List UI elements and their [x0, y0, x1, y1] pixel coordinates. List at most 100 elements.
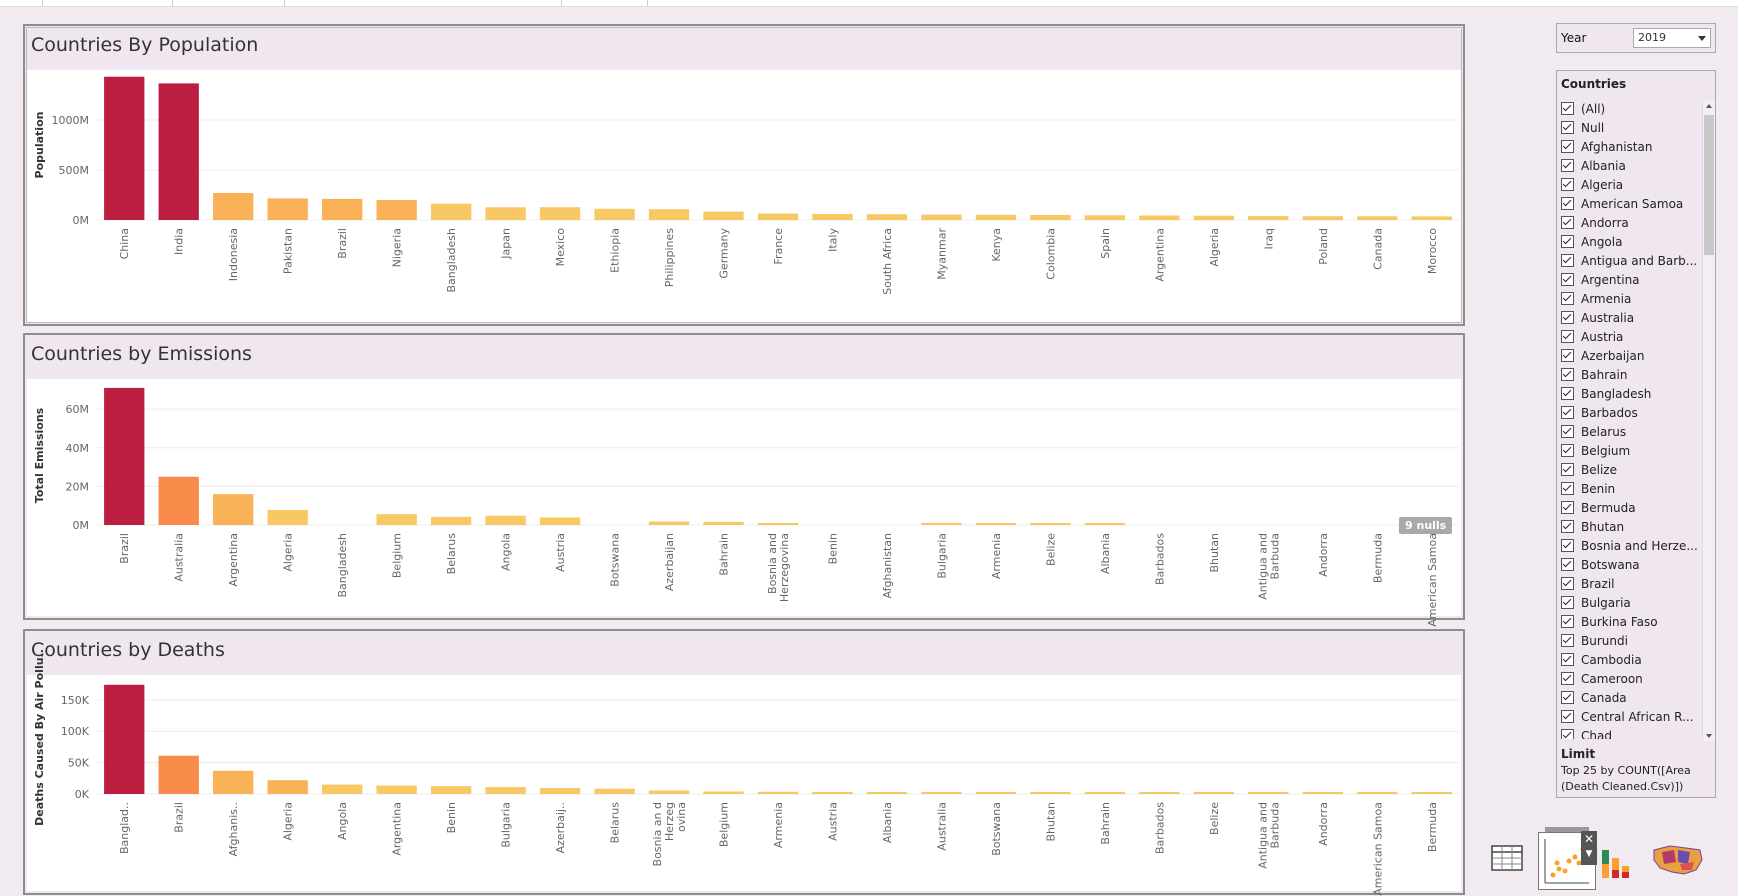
nulls-indicator[interactable]: 9 nulls — [1399, 517, 1453, 534]
checkbox-checked-icon[interactable] — [1561, 596, 1574, 609]
country-checkbox-item[interactable]: Belgium — [1561, 441, 1701, 460]
country-checkbox-item[interactable]: Burkina Faso — [1561, 612, 1701, 631]
checkbox-checked-icon[interactable] — [1561, 577, 1574, 590]
checkbox-checked-icon[interactable] — [1561, 368, 1574, 381]
bar[interactable] — [757, 213, 799, 221]
plot-area[interactable]: Population 0M 500M 1000M China India Indonesia… — [27, 70, 1461, 322]
bar[interactable] — [158, 83, 199, 221]
bar[interactable] — [1084, 523, 1126, 525]
checkbox-checked-icon[interactable] — [1561, 102, 1574, 115]
bar[interactable] — [267, 509, 308, 525]
country-checkbox-item[interactable]: Algeria — [1561, 175, 1701, 194]
checkbox-checked-icon[interactable] — [1561, 330, 1574, 343]
country-checkbox-item[interactable]: Bhutan — [1561, 517, 1701, 536]
population-chart-panel[interactable]: Countries By Population Population 0M 500M… — [23, 24, 1465, 326]
checkbox-checked-icon[interactable] — [1561, 159, 1574, 172]
bar[interactable] — [975, 792, 1017, 794]
country-checkbox-item[interactable]: Bahrain — [1561, 365, 1701, 384]
bar[interactable] — [1357, 216, 1398, 220]
checkbox-checked-icon[interactable] — [1561, 482, 1574, 495]
checkbox-checked-icon[interactable] — [1561, 406, 1574, 419]
checkbox-checked-icon[interactable] — [1561, 501, 1574, 514]
checkbox-checked-icon[interactable] — [1561, 273, 1574, 286]
country-checkbox-item[interactable]: (All) — [1561, 99, 1701, 118]
country-checkbox-item[interactable]: Cameroon — [1561, 669, 1701, 688]
country-checkbox-item[interactable]: Bosnia and Herze... — [1561, 536, 1701, 555]
bar[interactable] — [1139, 215, 1180, 221]
bar[interactable] — [430, 516, 472, 525]
bar[interactable] — [975, 214, 1017, 220]
checkbox-checked-icon[interactable] — [1561, 216, 1574, 229]
deaths-bar-chart[interactable]: Deaths Caused By Air Pollu.. 0K 50K 100K 150… — [27, 649, 1463, 896]
bar[interactable] — [866, 214, 908, 220]
bar[interactable] — [1139, 792, 1180, 794]
filled-map-icon[interactable] — [1650, 840, 1706, 880]
emissions-bar-chart[interactable]: Total Emissions 0M 20M 40M 60M Brazil Australi… — [27, 379, 1463, 627]
scatter-chart-icon[interactable]: ✕ ▼ — [1538, 827, 1597, 890]
country-checkbox-item[interactable]: Armenia — [1561, 289, 1701, 308]
checkbox-checked-icon[interactable] — [1561, 539, 1574, 552]
plot-area[interactable]: Deaths Caused By Air Pollu.. 0K 50K 100K 150… — [27, 649, 1463, 896]
filter-scrollbar[interactable] — [1702, 101, 1715, 741]
population-bar-chart[interactable]: Population 0M 500M 1000M China India Indonesia… — [27, 70, 1463, 324]
scroll-thumb[interactable] — [1704, 115, 1714, 255]
checkbox-checked-icon[interactable] — [1561, 235, 1574, 248]
checkbox-checked-icon[interactable] — [1561, 425, 1574, 438]
country-checkbox-item[interactable]: Botswana — [1561, 555, 1701, 574]
country-checkbox-item[interactable]: Antigua and Barb... — [1561, 251, 1701, 270]
bar[interactable] — [322, 198, 363, 220]
country-checkbox-item[interactable]: Central African R... — [1561, 707, 1701, 726]
bar[interactable] — [921, 214, 962, 220]
country-checkbox-item[interactable]: Brazil — [1561, 574, 1701, 593]
bar[interactable] — [213, 494, 254, 525]
country-checkbox-item[interactable]: Bermuda — [1561, 498, 1701, 517]
bar[interactable] — [158, 755, 199, 794]
country-checkbox-item[interactable]: Bulgaria — [1561, 593, 1701, 612]
bar[interactable] — [866, 792, 908, 794]
bar[interactable] — [1084, 215, 1126, 220]
bar[interactable] — [757, 791, 799, 794]
bar[interactable] — [213, 193, 254, 220]
country-checkbox-item[interactable]: Burundi — [1561, 631, 1701, 650]
bar[interactable] — [648, 209, 690, 220]
country-checkbox-item[interactable]: American Samoa — [1561, 194, 1701, 213]
bar[interactable] — [648, 521, 690, 525]
bar[interactable] — [213, 770, 254, 794]
checkbox-checked-icon[interactable] — [1561, 615, 1574, 628]
bar[interactable] — [1030, 215, 1071, 220]
bar[interactable] — [921, 792, 962, 794]
bar[interactable] — [703, 211, 744, 220]
text-table-icon[interactable] — [1490, 840, 1530, 880]
bar[interactable] — [376, 785, 417, 794]
checkbox-checked-icon[interactable] — [1561, 311, 1574, 324]
bar[interactable] — [267, 198, 308, 220]
country-checkbox-item[interactable]: Belize — [1561, 460, 1701, 479]
bar[interactable] — [703, 521, 744, 525]
checkbox-checked-icon[interactable] — [1561, 140, 1574, 153]
bar[interactable] — [430, 786, 472, 794]
country-checkbox-item[interactable]: Benin — [1561, 479, 1701, 498]
bar[interactable] — [1411, 792, 1452, 794]
bar[interactable] — [104, 76, 145, 220]
checkbox-checked-icon[interactable] — [1561, 520, 1574, 533]
bar[interactable] — [1084, 792, 1126, 794]
checkbox-checked-icon[interactable] — [1561, 197, 1574, 210]
checkbox-checked-icon[interactable] — [1561, 691, 1574, 704]
bar[interactable] — [757, 523, 799, 525]
checkbox-checked-icon[interactable] — [1561, 387, 1574, 400]
checkbox-checked-icon[interactable] — [1561, 463, 1574, 476]
chevron-down-icon[interactable]: ▼ — [1585, 849, 1593, 859]
bar[interactable] — [975, 523, 1017, 525]
country-checkbox-item[interactable]: Chad — [1561, 726, 1701, 739]
stacked-bar-icon[interactable] — [1598, 840, 1638, 880]
country-checkbox-item[interactable]: Angola — [1561, 232, 1701, 251]
chevron-down-icon[interactable] — [1698, 36, 1706, 41]
scroll-down-icon[interactable] — [1706, 734, 1712, 738]
bar[interactable] — [322, 784, 363, 794]
country-checkbox-item[interactable]: Afghanistan — [1561, 137, 1701, 156]
bar[interactable] — [485, 207, 526, 220]
bar[interactable] — [594, 208, 635, 220]
country-checkbox-item[interactable]: Argentina — [1561, 270, 1701, 289]
bar[interactable] — [1248, 216, 1289, 220]
bar[interactable] — [485, 787, 526, 794]
